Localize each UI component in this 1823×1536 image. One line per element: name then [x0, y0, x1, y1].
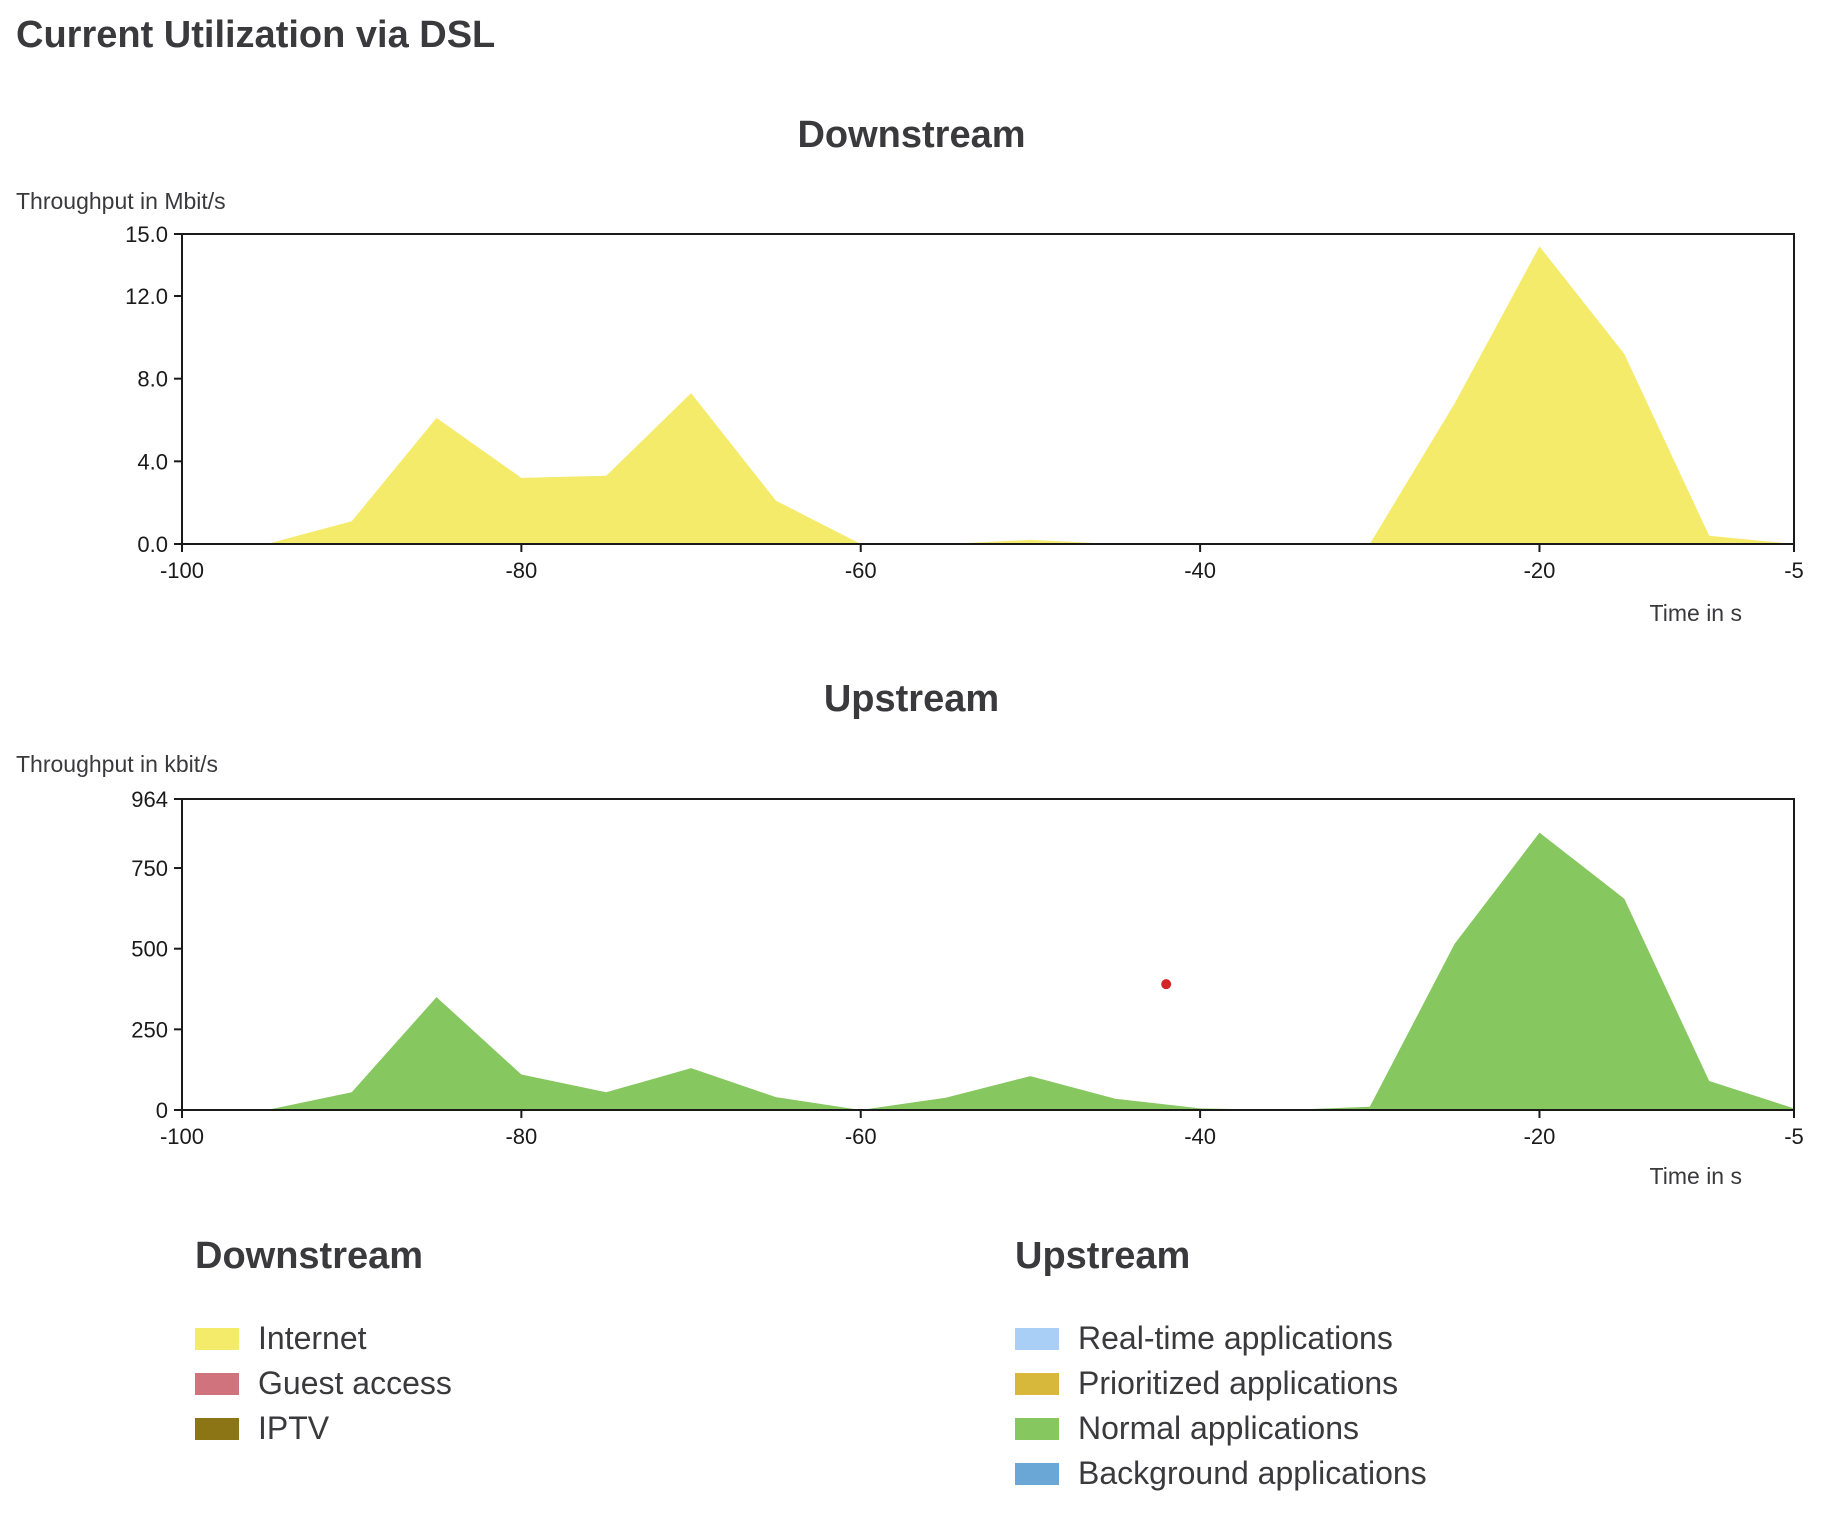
downstream-y-tick-label: 8.0 — [137, 367, 168, 392]
legend-swatch — [1015, 1462, 1059, 1485]
upstream-y-tick-label: 0 — [156, 1098, 168, 1123]
upstream-annotation-dot — [1161, 979, 1172, 990]
upstream-area-series-0 — [182, 832, 1794, 1110]
downstream-chart-title: Downstream — [797, 114, 1026, 156]
downstream-x-tick-label: -100 — [160, 558, 204, 583]
downstream-x-tick-label: -40 — [1184, 558, 1216, 583]
legend-label: IPTV — [258, 1410, 330, 1446]
upstream-legend-heading: Upstream — [1015, 1235, 1191, 1277]
upstream-x-tick-label: -5 — [1784, 1124, 1804, 1149]
legend-label: Normal applications — [1078, 1410, 1360, 1446]
upstream-x-tick-label: -60 — [845, 1124, 877, 1149]
legend-label: Guest access — [258, 1365, 452, 1401]
upstream-y-axis-label: Throughput in kbit/s — [16, 751, 219, 777]
upstream-y-tick-label: 964 — [131, 787, 168, 812]
legend-item-iptv: IPTV — [195, 1406, 452, 1451]
legend-label: Prioritized applications — [1078, 1365, 1399, 1401]
upstream-x-tick-label: -40 — [1184, 1124, 1216, 1149]
legend-swatch — [1015, 1372, 1059, 1395]
legend-swatch — [1015, 1417, 1059, 1440]
upstream-x-axis-label: Time in s — [1649, 1163, 1742, 1189]
downstream-y-tick-label: 15.0 — [125, 222, 168, 247]
legend-swatch — [195, 1372, 239, 1395]
upstream-x-tick-label: -100 — [160, 1124, 204, 1149]
downstream-y-tick-label: 0.0 — [137, 532, 168, 557]
downstream-y-tick-label: 12.0 — [125, 284, 168, 309]
downstream-x-axis-label: Time in s — [1649, 600, 1742, 626]
legend-item-background-applications: Background applications — [1015, 1451, 1427, 1496]
downstream-y-tick-label: 4.0 — [137, 449, 168, 474]
upstream-x-tick-label: -80 — [505, 1124, 537, 1149]
legend-item-guest-access: Guest access — [195, 1361, 452, 1406]
downstream-x-tick-label: -80 — [505, 558, 537, 583]
downstream-x-tick-label: -20 — [1524, 558, 1556, 583]
page-title: Current Utilization via DSL — [16, 14, 496, 56]
downstream-x-tick-label: -5 — [1784, 558, 1804, 583]
downstream-x-tick-label: -60 — [845, 558, 877, 583]
upstream-plot-frame — [181, 798, 1795, 1111]
upstream-legend: Upstream Real-time applications Prioriti… — [1015, 1235, 1427, 1496]
legend-swatch — [1015, 1327, 1059, 1350]
downstream-area-series-0 — [182, 246, 1794, 544]
legend-label: Real-time applications — [1078, 1320, 1393, 1356]
upstream-x-tick-label: -20 — [1524, 1124, 1556, 1149]
upstream-y-tick-label: 250 — [131, 1017, 168, 1042]
legend-item-normal-applications: Normal applications — [1015, 1406, 1427, 1451]
upstream-y-tick-label: 500 — [131, 937, 168, 962]
legend-label: Background applications — [1078, 1455, 1427, 1491]
legend-swatch — [195, 1417, 239, 1440]
downstream-plot-frame — [181, 233, 1795, 545]
upstream-y-tick-label: 750 — [131, 856, 168, 881]
legend-label: Internet — [258, 1320, 367, 1356]
legend-item-prioritized-applications: Prioritized applications — [1015, 1361, 1427, 1406]
legend-swatch — [195, 1327, 239, 1350]
upstream-chart: 0 250 500 750 964 -100 -80 -60 -40 -20 -5 — [131, 787, 1804, 1149]
legend-item-internet: Internet — [195, 1316, 452, 1361]
legend-item-real-time-applications: Real-time applications — [1015, 1316, 1427, 1361]
downstream-legend: Downstream Internet Guest access IPTV — [195, 1235, 452, 1451]
upstream-chart-title: Upstream — [823, 678, 1000, 720]
downstream-legend-heading: Downstream — [195, 1235, 424, 1277]
downstream-y-axis-label: Throughput in Mbit/s — [16, 188, 226, 214]
downstream-chart: 0.0 4.0 8.0 12.0 15.0 -100 -80 -60 -40 -20 -5 — [125, 222, 1804, 583]
